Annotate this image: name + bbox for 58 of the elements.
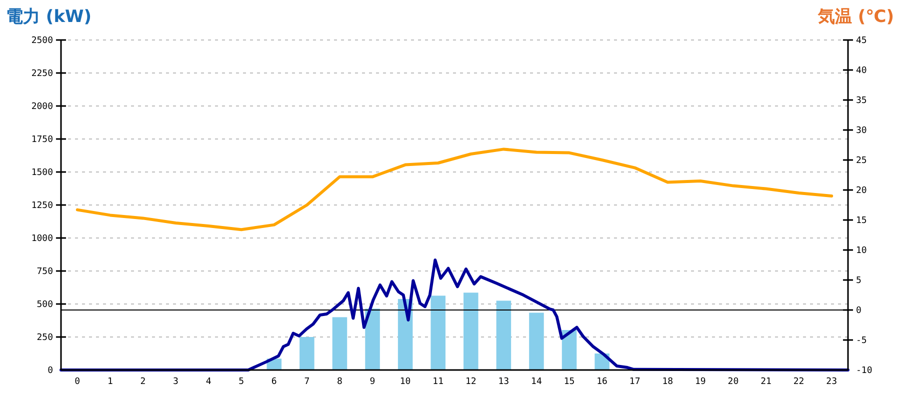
y-tick-label: 1250	[31, 201, 53, 211]
y2-tick-label: -5	[856, 336, 867, 346]
y2-tick-label: 5	[856, 276, 862, 286]
x-tick-label: 21	[760, 377, 772, 387]
x-tick-label: 3	[173, 377, 178, 387]
x-tick-label: 11	[432, 377, 444, 387]
bar	[562, 330, 577, 370]
y2-tick-label: 10	[856, 246, 867, 256]
x-tick-label: 14	[531, 377, 542, 387]
x-tick-label: 9	[370, 377, 376, 387]
bar	[430, 296, 446, 370]
x-tick-label: 19	[695, 377, 706, 387]
bar	[529, 312, 544, 370]
x-tick-label: 0	[74, 377, 80, 387]
x-tick-label: 10	[400, 377, 411, 387]
x-tick-label: 4	[206, 377, 212, 387]
x-tick-label: 16	[596, 377, 608, 387]
y2-tick-label: 20	[856, 186, 867, 196]
y-tick-label: 2000	[31, 102, 53, 112]
y-tick-label: 1500	[31, 168, 53, 178]
y-tick-label: 250	[36, 333, 53, 343]
y-tick-label: 1750	[31, 135, 53, 145]
x-tick-label: 7	[304, 377, 310, 387]
x-tick-label: 23	[826, 377, 838, 387]
bar	[300, 337, 314, 370]
y-tick-label: 750	[36, 267, 53, 277]
x-tick-label: 17	[629, 377, 640, 387]
x-tick-label: 1	[107, 377, 113, 387]
bar	[464, 292, 478, 370]
x-tick-label: 22	[793, 377, 804, 387]
y-tick-label: 2250	[31, 69, 53, 79]
bar	[332, 317, 348, 370]
y-tick-label: 1000	[31, 234, 53, 244]
y2-tick-label: 25	[856, 156, 867, 166]
y2-tick-label: 0	[856, 306, 862, 316]
x-tick-label: 15	[564, 377, 575, 387]
bar	[496, 300, 512, 370]
y2-tick-label: 35	[856, 96, 867, 106]
y-tick-label: 2500	[31, 36, 53, 46]
bar	[365, 308, 380, 370]
x-tick-label: 5	[238, 377, 244, 387]
x-tick-label: 18	[662, 377, 674, 387]
y2-tick-label: 30	[856, 126, 867, 136]
y-tick-label: 500	[36, 300, 53, 310]
x-tick-label: 6	[271, 377, 277, 387]
x-tick-label: 8	[337, 377, 342, 387]
line-series	[76, 148, 834, 232]
y2-tick-label: -10	[856, 366, 872, 376]
x-tick-label: 2	[140, 377, 146, 387]
y2-tick-label: 40	[856, 66, 867, 76]
x-tick-label: 13	[498, 377, 510, 387]
y-axis-title: 電力 (kW)	[6, 7, 92, 27]
y2-tick-label: 45	[856, 36, 867, 46]
x-tick-label: 12	[465, 377, 476, 387]
x-tick-label: 20	[728, 377, 739, 387]
y-tick-label: 0	[48, 366, 53, 376]
y2-axis-title: 気温 (℃)	[816, 7, 894, 27]
y2-tick-label: 15	[856, 216, 867, 226]
